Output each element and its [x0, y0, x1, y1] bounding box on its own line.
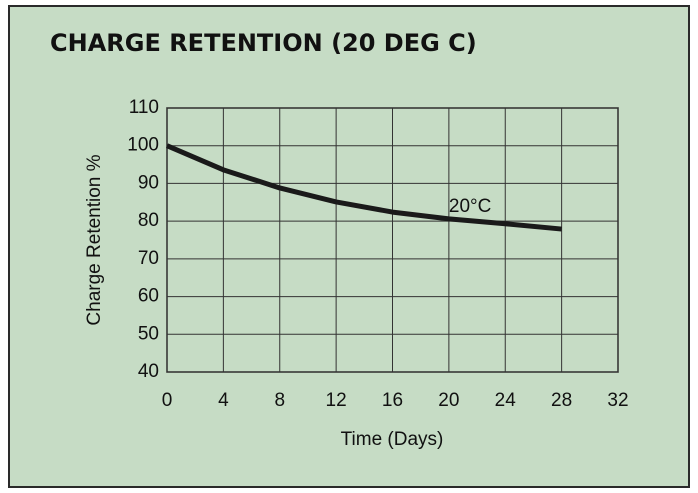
x-axis-label: Time (Days) [341, 429, 444, 450]
x-tick-label: 28 [551, 390, 572, 411]
chart-title: CHARGE RETENTION (20 DEG C) [50, 29, 477, 57]
x-tick-label: 32 [607, 390, 628, 411]
x-tick-label: 4 [218, 390, 229, 411]
y-axis-label: Charge Retention % [84, 154, 105, 325]
x-tick-label: 8 [274, 390, 285, 411]
panel [8, 5, 690, 488]
y-tick-label: 70 [138, 248, 159, 269]
x-tick-label: 24 [495, 390, 517, 411]
y-tick-label: 60 [138, 286, 159, 307]
y-tick-label: 90 [138, 172, 159, 193]
y-tick-label: 80 [138, 210, 159, 231]
y-tick-label: 40 [138, 361, 159, 382]
y-tick-label: 100 [127, 135, 159, 156]
x-tick-label: 12 [326, 390, 347, 411]
y-tick-label: 50 [138, 323, 159, 344]
x-tick-label: 0 [162, 390, 173, 411]
x-tick-label: 16 [382, 390, 403, 411]
x-tick-label: 20 [438, 390, 459, 411]
y-tick-label: 110 [129, 97, 159, 118]
data-line [166, 143, 562, 232]
series-label: 20°C [449, 196, 491, 217]
